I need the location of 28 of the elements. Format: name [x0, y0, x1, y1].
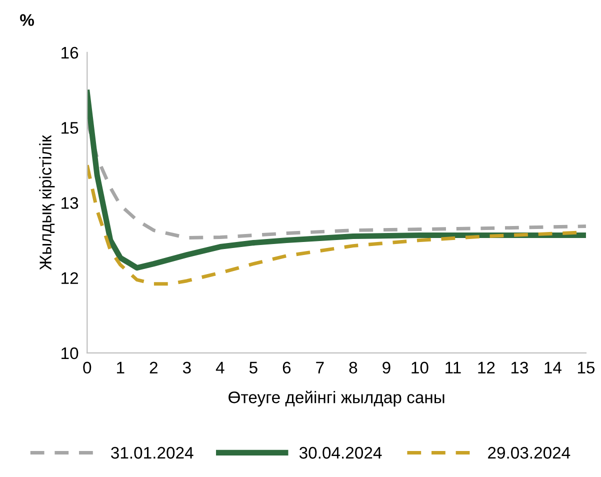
x-tick-label: 3 [182, 362, 191, 374]
line-series [87, 118, 586, 240]
x-tick-label: 2 [150, 362, 158, 374]
legend-label: 30.04.2024 [299, 446, 382, 459]
x-tick-label: 1 [117, 362, 124, 374]
x-tick-label: 7 [316, 362, 324, 374]
y-tick-label: 13 [62, 197, 78, 209]
x-tick-label: 14 [544, 362, 562, 374]
y-tick-label: 12 [62, 272, 78, 284]
y-tick-label: 16 [62, 46, 78, 59]
y-tick-label: 10 [62, 347, 78, 360]
x-tick-label: 6 [282, 362, 291, 374]
legend-label: 31.01.2024 [111, 446, 194, 459]
x-tick-label: 9 [382, 362, 390, 374]
y-axis-title: Жылдық кірістілік [39, 135, 55, 270]
y-tick-label: 15 [62, 122, 78, 134]
x-tick-label: 4 [216, 362, 224, 374]
text: % [20, 14, 34, 26]
x-tick-label: 11 [446, 362, 461, 374]
x-tick-label: 0 [83, 362, 92, 374]
x-tick-label: 12 [478, 362, 495, 374]
legend-label: 29.03.2024 [488, 446, 570, 459]
x-tick-label: 10 [412, 362, 428, 374]
x-axis-title: Өтеуге дейінгі жылдар саны [228, 390, 444, 407]
x-tick-label: 8 [349, 362, 358, 374]
x-tick-label: 13 [511, 362, 528, 374]
x-tick-label: 15 [578, 362, 595, 374]
x-tick-label: 5 [249, 362, 258, 374]
